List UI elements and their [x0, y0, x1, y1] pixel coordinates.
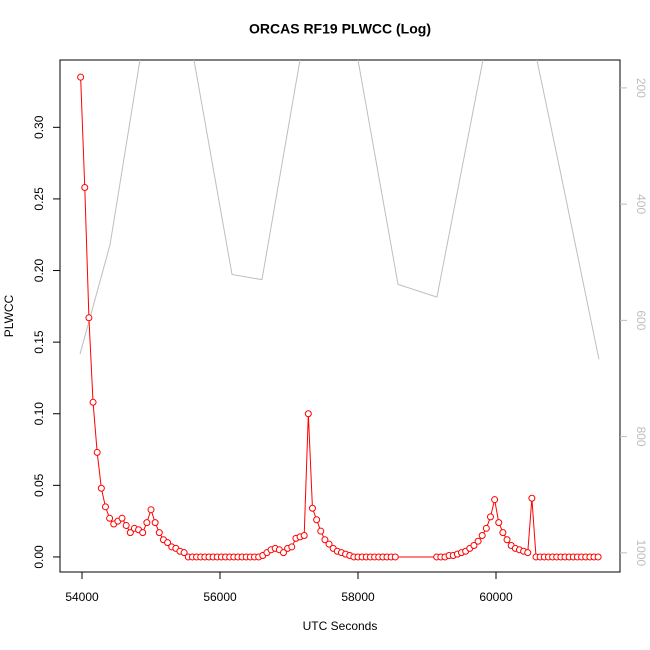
x-tick-label: 56000	[203, 590, 237, 604]
data-point	[482, 524, 490, 532]
data-point	[279, 549, 287, 557]
x-tick-label: 54000	[65, 590, 99, 604]
data-point	[486, 513, 494, 521]
data-point	[325, 540, 333, 548]
y-tick-label: 0.20	[32, 259, 46, 283]
data-point	[470, 542, 478, 550]
data-point	[118, 514, 126, 522]
data-point	[85, 314, 93, 322]
x-axis-label: UTC Seconds	[303, 619, 378, 633]
y-tick-label: 0.05	[32, 473, 46, 497]
y-tick-label: 0.10	[32, 402, 46, 426]
x-tick-label: 58000	[341, 590, 375, 604]
data-point	[321, 536, 329, 544]
x-tick-label: 60000	[479, 590, 513, 604]
y-tick-label: 0.00	[32, 545, 46, 569]
y-tick-label: 0.25	[32, 187, 46, 211]
data-point	[106, 514, 114, 522]
data-point	[101, 503, 109, 511]
data-point	[524, 549, 532, 557]
data-point	[164, 539, 172, 547]
data-point	[151, 519, 159, 527]
y2-tick-label: 400	[634, 194, 648, 214]
y-tick-label: 0.15	[32, 330, 46, 354]
data-point	[155, 529, 163, 537]
data-point	[528, 494, 536, 502]
data-point	[139, 529, 147, 537]
data-point	[77, 73, 85, 81]
data-point	[126, 529, 134, 537]
y-axis-label: PLWCC	[2, 294, 16, 337]
data-point	[180, 549, 188, 557]
plot-area	[77, 60, 602, 561]
y2-tick-label: 1000	[634, 539, 648, 566]
y2-tick-label: 200	[634, 78, 648, 98]
y2-tick-label: 800	[634, 427, 648, 447]
data-point	[143, 519, 151, 527]
data-point	[474, 537, 482, 545]
y-tick-label: 0.30	[32, 115, 46, 139]
data-point	[313, 516, 321, 524]
data-point	[317, 527, 325, 535]
series-line	[79, 60, 600, 360]
data-point	[89, 398, 97, 406]
data-point	[503, 536, 511, 544]
data-point	[478, 531, 486, 539]
data-point	[93, 448, 101, 456]
data-point	[308, 504, 316, 512]
data-point	[147, 506, 155, 514]
data-point	[81, 183, 89, 191]
data-point	[594, 553, 602, 561]
data-point	[499, 529, 507, 537]
data-point	[304, 410, 312, 418]
data-point	[391, 553, 399, 561]
data-point	[491, 496, 499, 504]
data-point	[122, 521, 130, 529]
plot-frame	[59, 59, 621, 573]
data-point	[300, 531, 308, 539]
data-point	[97, 484, 105, 492]
y2-tick-label: 600	[634, 310, 648, 330]
data-point	[495, 519, 503, 527]
chart-title: ORCAS RF19 PLWCC (Log)	[249, 21, 431, 37]
data-point	[288, 543, 296, 551]
